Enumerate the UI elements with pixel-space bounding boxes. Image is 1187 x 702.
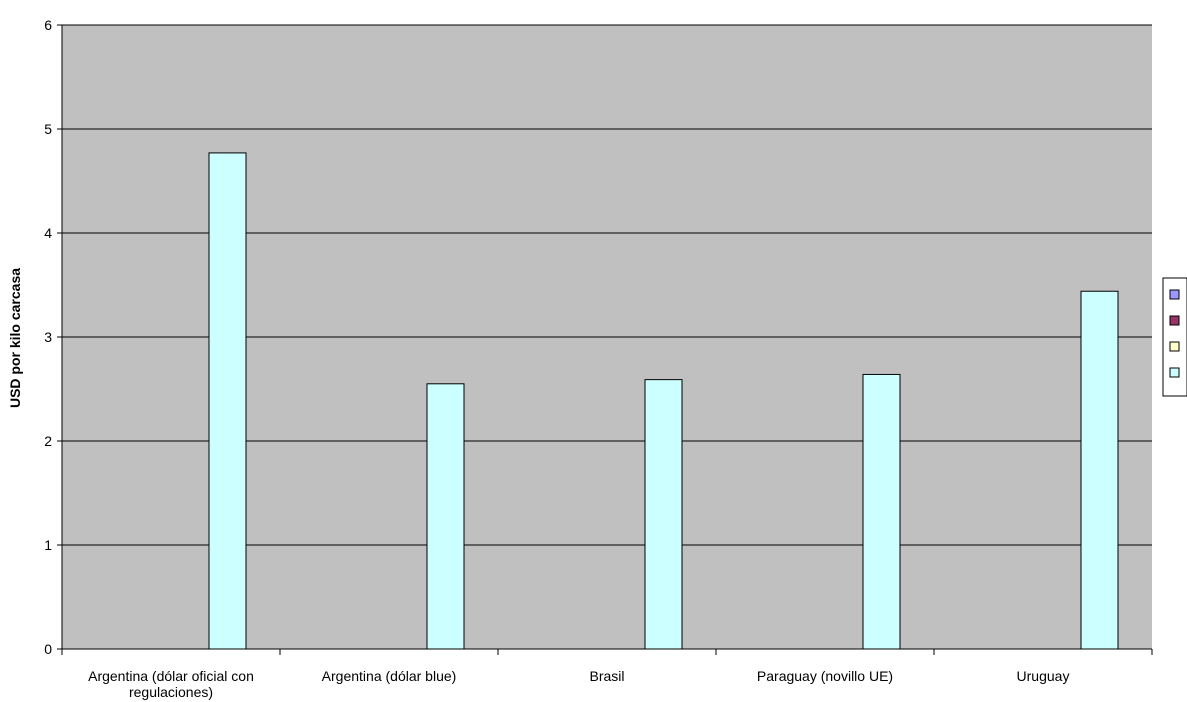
legend-swatch [1170,290,1179,299]
y-tick-label: 5 [44,121,52,137]
x-category-labels: Argentina (dólar oficial con regulaciones… [88,668,1069,700]
y-axis-label: USD por kilo carcasa [7,268,23,408]
y-tick-label: 2 [44,433,52,449]
bar [1081,291,1118,649]
y-tick-labels: 0 1 2 3 4 5 6 [44,17,62,657]
x-category-label: Paraguay (novillo UE) [757,668,893,684]
y-tick-label: 6 [44,17,52,33]
y-tick-label: 1 [44,537,52,553]
legend-swatch [1170,342,1179,351]
y-tick-label: 3 [44,329,52,345]
legend-swatch [1170,368,1179,377]
x-category-label: Uruguay [1017,668,1070,684]
x-category-label: Argentina (dólar oficial con regulaciones… [88,668,254,700]
bar [427,384,464,649]
bar [645,380,682,649]
y-tick-label: 0 [44,641,52,657]
x-category-label: Brasil [589,668,624,684]
bar [209,153,246,649]
y-tick-label: 4 [44,225,52,241]
bar [863,374,900,649]
legend [1163,278,1187,396]
legend-swatch [1170,316,1179,325]
x-category-label: Argentina (dólar blue) [322,668,457,684]
